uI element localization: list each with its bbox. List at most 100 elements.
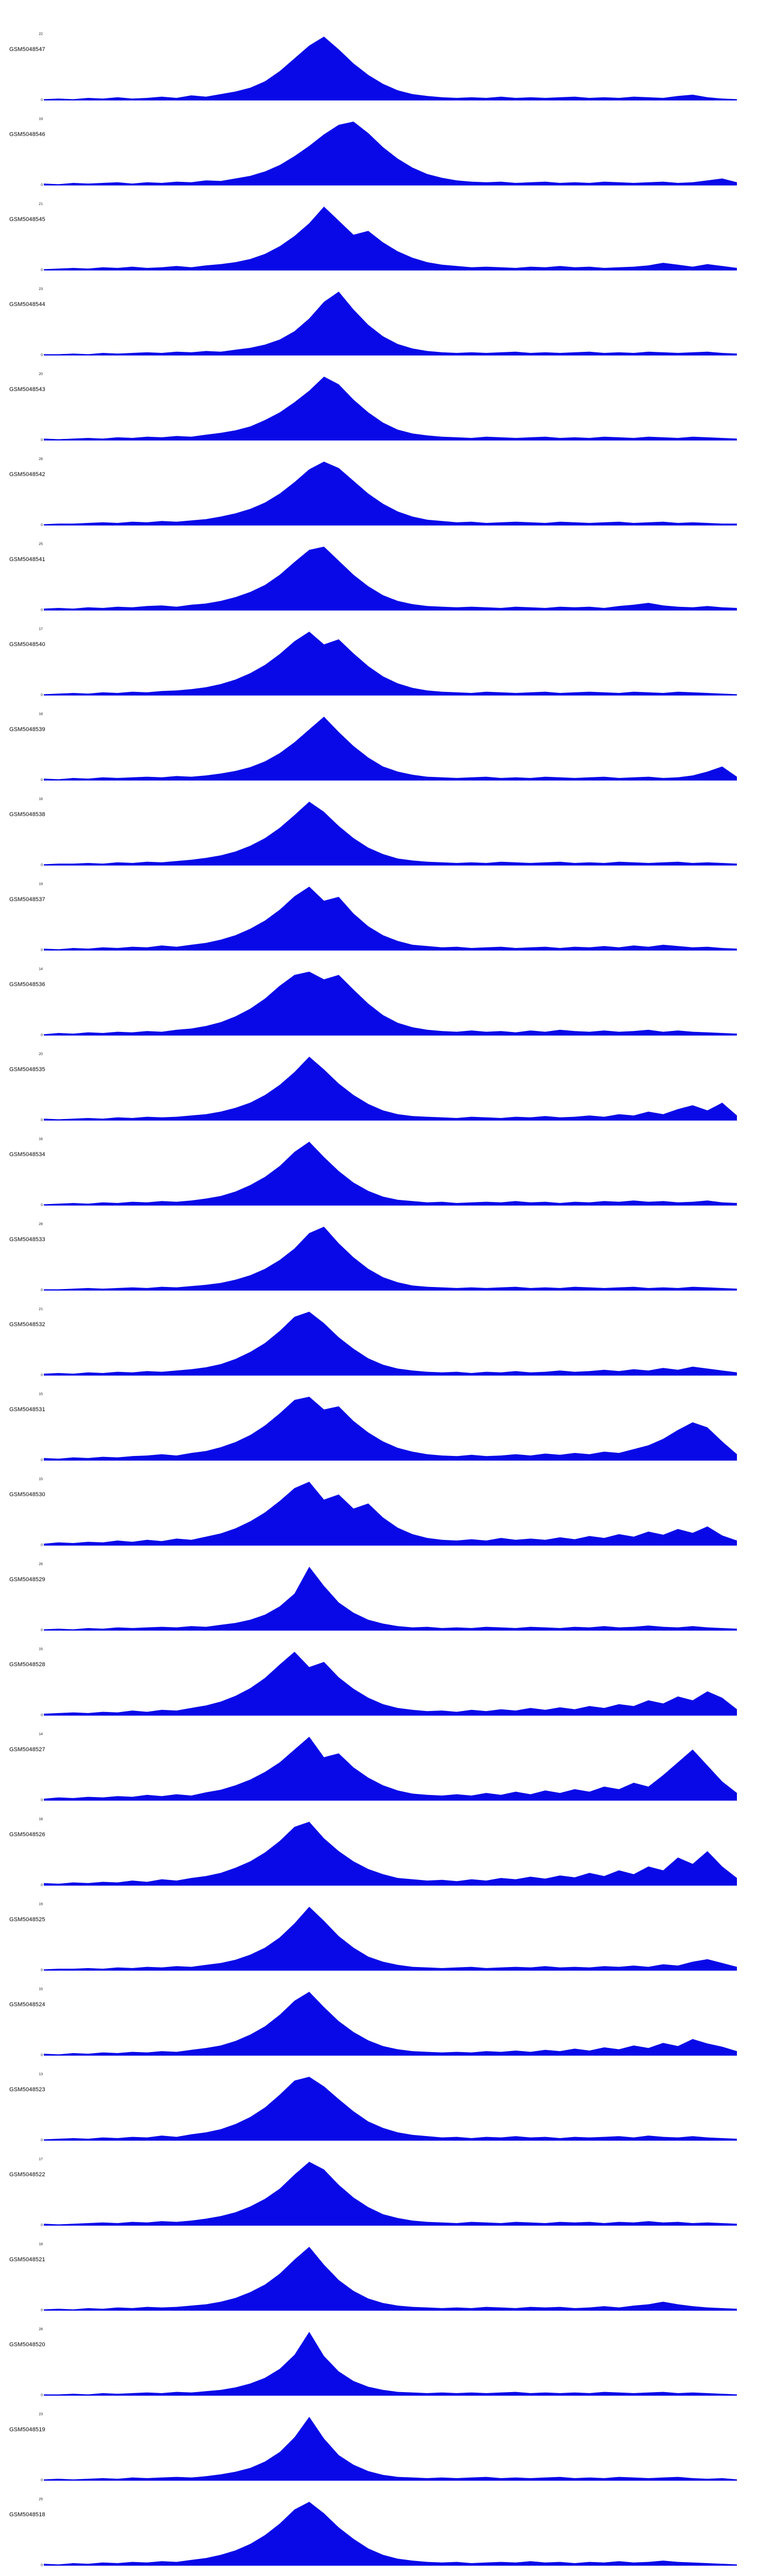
track-ymin-label: 0 [41,353,43,357]
track-ymax-label: 15 [39,1478,43,1481]
track-label-column: GSM5048529 [0,1549,45,1634]
track-label-column: GSM5048526 [0,1804,45,1889]
track-label-column: GSM5048522 [0,2144,45,2229]
track-ymin-label: 0 [41,1374,43,1377]
signal-polygon [44,1142,737,1206]
track-label-column: GSM5048520 [0,2314,45,2399]
track-ymax-label: 13 [39,2073,43,2076]
signal-polygon [44,292,737,355]
track-ymax-label: 17 [39,2158,43,2161]
signal-area [44,1312,737,1376]
track-ymin-label: 0 [41,1799,43,1802]
track-label: GSM5048519 [9,2427,45,2433]
track-ymin-label: 0 [41,948,43,952]
track-ymax-label: 25 [39,543,43,546]
track-plot: 15 0 [39,1478,737,1547]
track-label: GSM5048520 [9,2342,45,2348]
signal-area [44,1737,737,1801]
signal-area [44,1992,737,2056]
track-plot: 25 0 [39,543,737,612]
track-label-column: GSM5048546 [0,104,45,189]
track-label: GSM5048527 [9,1747,45,1753]
track-label: GSM5048532 [9,1321,45,1328]
signal-area [44,2417,737,2481]
signal-area [44,1652,737,1716]
signal-area [44,547,737,611]
signal-polygon [44,1057,737,1121]
signal-area [44,122,737,185]
signal-area [44,1567,737,1631]
track-ymin-label: 0 [41,1204,43,1207]
signal-area [44,2502,737,2566]
signal-polygon [44,1397,737,1461]
track-row: GSM5048524 15 0 [0,1974,773,2059]
track-row: GSM5048541 25 0 [0,529,773,614]
signal-polygon [44,1482,737,1546]
track-label: GSM5048529 [9,1577,45,1583]
track-row: GSM5048547 22 0 [0,19,773,104]
track-ymax-label: 25 [39,2498,43,2501]
signal-area [44,2332,737,2396]
track-row: GSM5048543 20 0 [0,359,773,444]
track-label: GSM5048533 [9,1236,45,1243]
track-plot: 26 0 [39,1563,737,1632]
track-label: GSM5048542 [9,471,45,478]
track-row: GSM5048522 17 0 [0,2144,773,2229]
track-plot: 23 0 [39,2413,737,2482]
track-ymax-label: 17 [39,628,43,631]
track-label-column: GSM5048533 [0,1209,45,1294]
track-plot: 15 0 [39,1988,737,2057]
signal-polygon [44,207,737,270]
track-row: GSM5048534 16 0 [0,1124,773,1209]
track-label: GSM5048526 [9,1832,45,1838]
track-ymax-label: 26 [39,1563,43,1566]
track-label: GSM5048536 [9,981,45,988]
track-label-column: GSM5048535 [0,1039,45,1124]
signal-polygon [44,547,737,611]
signal-polygon [44,2162,737,2226]
track-label: GSM5048523 [9,2087,45,2093]
track-plot: 16 0 [39,798,737,867]
track-row: GSM5048529 26 0 [0,1549,773,1634]
track-ymax-label: 19 [39,1903,43,1906]
track-plot: 13 0 [39,2073,737,2142]
signal-area [44,972,737,1036]
track-label: GSM5048544 [9,301,45,308]
track-ymax-label: 15 [39,1988,43,1991]
track-label-column: GSM5048518 [0,2484,45,2569]
track-ymin-label: 0 [41,2139,43,2142]
track-row: GSM5048542 26 0 [0,444,773,529]
track-label-column: GSM5048525 [0,1889,45,1974]
track-ymax-label: 28 [39,2328,43,2331]
track-ymin-label: 0 [41,1544,43,1547]
track-ymin-label: 0 [41,98,43,102]
track-label: GSM5048535 [9,1066,45,1073]
track-label: GSM5048539 [9,726,45,733]
signal-polygon [44,37,737,100]
signal-polygon [44,1652,737,1716]
track-plot: 16 0 [39,1138,737,1207]
track-label-column: GSM5048538 [0,784,45,869]
track-plot: 18 0 [39,2243,737,2312]
track-plot: 14 0 [39,968,737,1037]
track-row: GSM5048523 13 0 [0,2059,773,2144]
signal-polygon [44,1567,737,1631]
track-ymax-label: 21 [39,202,43,206]
signal-area [44,2247,737,2311]
signal-polygon [44,377,737,440]
track-label: GSM5048524 [9,2002,45,2008]
track-plot: 19 0 [39,883,737,952]
track-plot: 18 0 [39,713,737,782]
signal-polygon [44,1227,737,1291]
track-label-column: GSM5048542 [0,444,45,529]
track-label: GSM5048546 [9,131,45,138]
signal-area [44,1397,737,1461]
track-label-column: GSM5048519 [0,2399,45,2484]
track-ymax-label: 26 [39,457,43,461]
track-label: GSM5048531 [9,1406,45,1413]
track-row: GSM5048535 20 0 [0,1039,773,1124]
signal-area [44,1057,737,1121]
track-label: GSM5048540 [9,641,45,648]
signal-polygon [44,1737,737,1801]
signal-polygon [44,802,737,866]
